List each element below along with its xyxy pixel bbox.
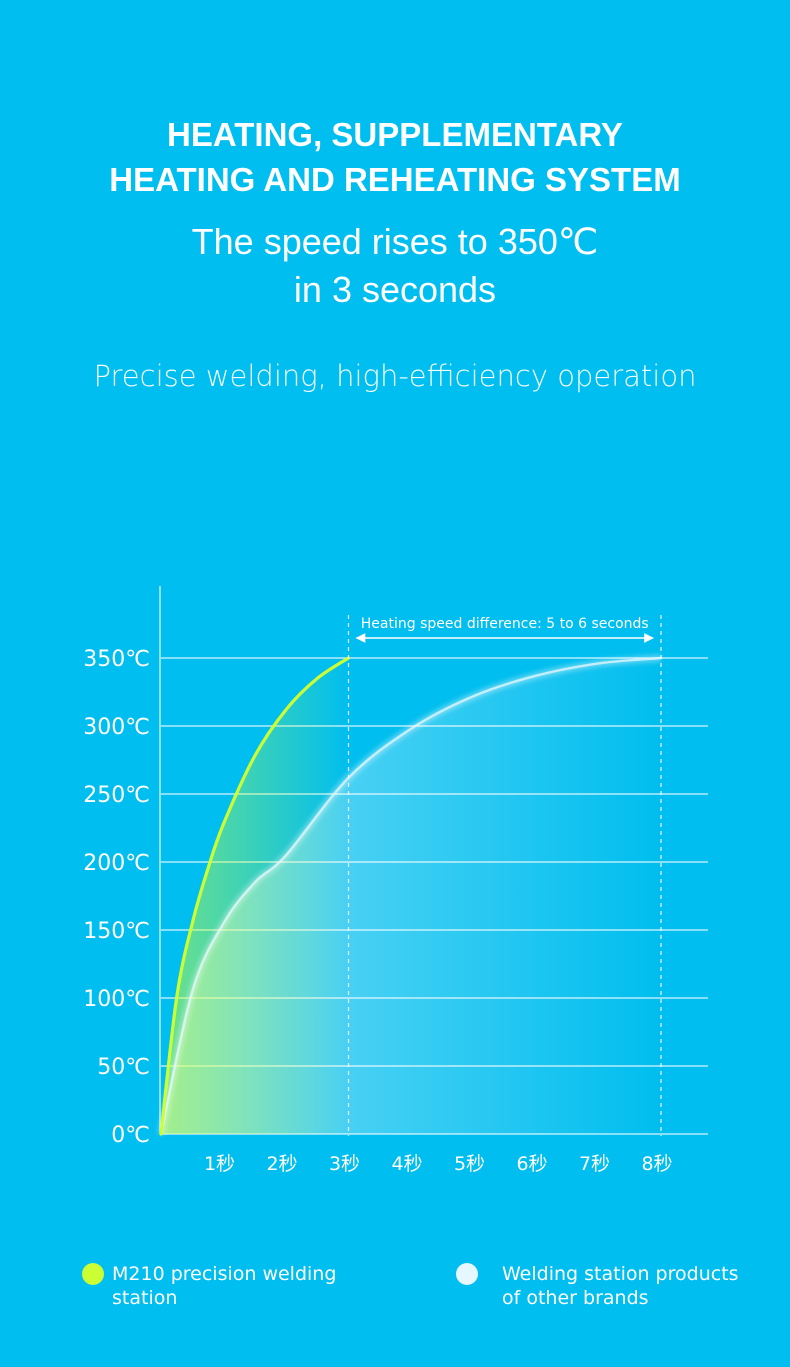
y-tick-label: 350℃ bbox=[83, 647, 150, 672]
legend-swatch-green bbox=[82, 1263, 104, 1285]
subtitle-line-1: The speed rises to 350℃ bbox=[191, 221, 599, 262]
axis-labels: 0℃ 50℃ 100℃ 150℃ 200℃ 250℃ 300℃ 350℃ 1秒 2秒 3秒 4秒 5秒 6… bbox=[83, 647, 672, 1175]
y-tick-label: 0℃ bbox=[111, 1123, 150, 1148]
area-m210 bbox=[161, 658, 349, 1134]
y-tick-label: 300℃ bbox=[83, 715, 150, 740]
legend-label-other: Welding station products of other brands bbox=[502, 1262, 742, 1310]
annotation: Heating speed difference: 5 to 6 seconds bbox=[347, 615, 662, 1136]
x-tick-label: 7秒 bbox=[579, 1153, 610, 1175]
subtitle-line-2: in 3 seconds bbox=[293, 269, 497, 310]
legend-swatch-white bbox=[456, 1263, 478, 1285]
series-lines bbox=[157, 654, 663, 1136]
x-tick-label: 6秒 bbox=[516, 1153, 547, 1175]
x-tick-label: 2秒 bbox=[266, 1153, 297, 1175]
line-other-brands bbox=[159, 656, 663, 1136]
legend-label-other-line-2: of other brands bbox=[502, 1287, 649, 1309]
x-tick-label: 1秒 bbox=[204, 1153, 235, 1175]
legend-label-other-line-1: Welding station products bbox=[502, 1263, 739, 1285]
x-tick-label: 4秒 bbox=[391, 1153, 422, 1175]
page-title: HEATING, SUPPLEMENTARY HEATING AND REHEA… bbox=[0, 112, 790, 202]
line-m210 bbox=[159, 656, 351, 1136]
y-tick-label: 50℃ bbox=[97, 1055, 150, 1080]
legend-label-m210: M210 precision welding station bbox=[112, 1263, 337, 1309]
title-line-1: HEATING, SUPPLEMENTARY bbox=[167, 116, 623, 153]
tagline: Precise welding, high-efficiency operati… bbox=[93, 359, 697, 393]
y-tick-label: 200℃ bbox=[83, 851, 150, 876]
annotation-label: Heating speed difference: 5 to 6 seconds bbox=[361, 616, 649, 632]
title-line-2: HEATING AND REHEATING SYSTEM bbox=[109, 161, 681, 198]
series-fills bbox=[161, 658, 661, 1134]
heating-speed-chart: 0℃ 50℃ 100℃ 150℃ 200℃ 250℃ 300℃ 350℃ 1秒 2秒 3秒 4秒 5秒 6… bbox=[83, 586, 708, 1175]
x-tick-label: 3秒 bbox=[329, 1153, 360, 1175]
y-tick-label: 150℃ bbox=[83, 919, 150, 944]
page-subtitle: The speed rises to 350℃ in 3 seconds bbox=[0, 218, 790, 314]
y-tick-label: 100℃ bbox=[83, 987, 150, 1012]
y-tick-label: 250℃ bbox=[83, 783, 150, 808]
x-tick-label: 5秒 bbox=[454, 1153, 485, 1175]
x-tick-label: 8秒 bbox=[641, 1153, 672, 1175]
